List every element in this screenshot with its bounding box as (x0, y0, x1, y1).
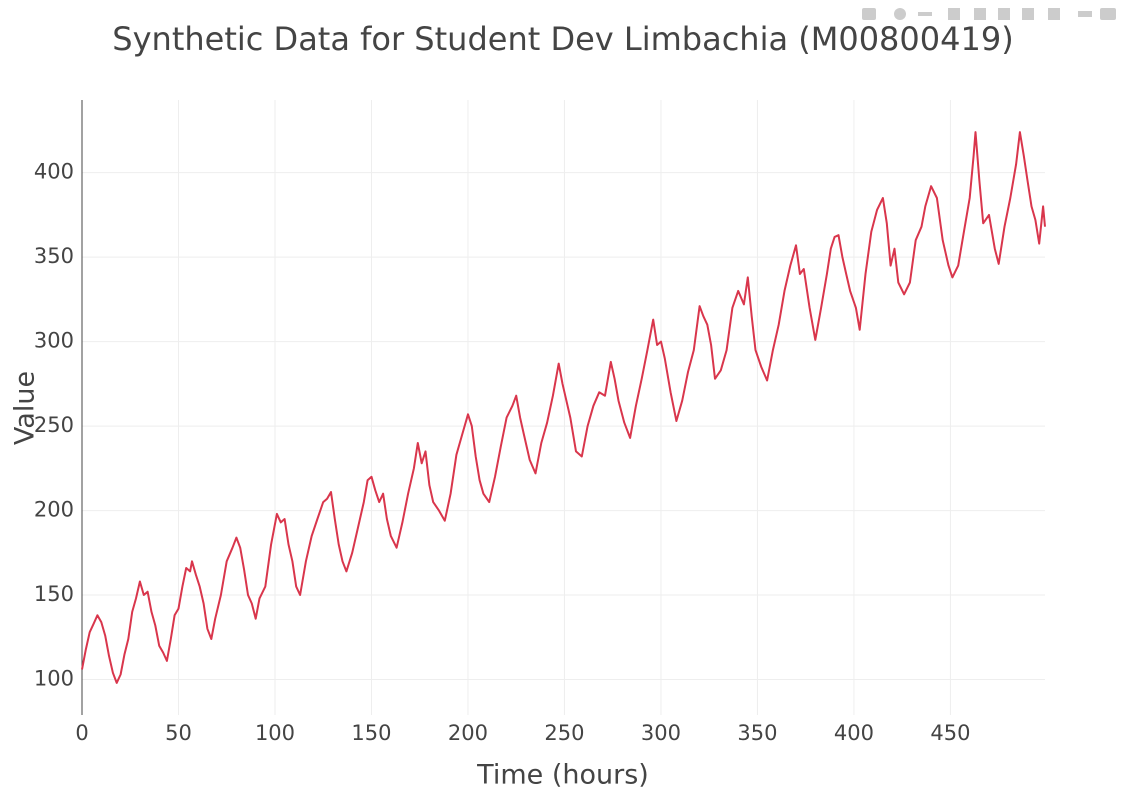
x-tick-label: 250 (544, 721, 584, 745)
modebar[interactable] (862, 8, 1116, 20)
x-tick-label: 50 (165, 721, 192, 745)
x-tick-label: 0 (75, 721, 88, 745)
y-tick-label: 200 (34, 498, 74, 522)
y-tick-label: 250 (34, 413, 74, 437)
x-tick-label: 100 (255, 721, 295, 745)
data-line (81, 131, 1046, 684)
grid: 100 150 200 250 300 350 400 0 50 100 150 200 250 300 3… (34, 100, 1045, 745)
y-tick-label: 350 (34, 244, 74, 268)
x-tick-label: 150 (351, 721, 391, 745)
x-tick-label: 350 (737, 721, 777, 745)
y-tick-label: 300 (34, 329, 74, 353)
x-tick-label: 400 (834, 721, 874, 745)
y-tick-label: 100 (34, 667, 74, 691)
y-tick-label: 400 (34, 160, 74, 184)
x-tick-label: 300 (641, 721, 681, 745)
x-tick-label: 200 (448, 721, 488, 745)
y-axis-title: Value (10, 371, 41, 445)
x-axis-title: Time (hours) (476, 760, 649, 791)
y-tick-label: 150 (34, 582, 74, 606)
x-tick-label: 450 (930, 721, 970, 745)
chart-title: Synthetic Data for Student Dev Limbachia… (112, 20, 1013, 58)
plot-area (81, 131, 1046, 684)
